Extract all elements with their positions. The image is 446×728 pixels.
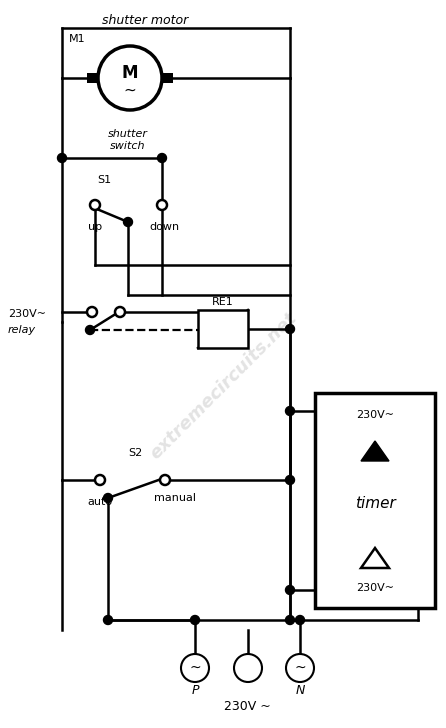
Text: M: M [122, 64, 138, 82]
Text: down: down [149, 222, 179, 232]
Text: timer: timer [355, 496, 395, 510]
Text: ~: ~ [294, 661, 306, 675]
Circle shape [115, 307, 125, 317]
Polygon shape [361, 441, 389, 461]
Circle shape [87, 307, 97, 317]
Circle shape [124, 218, 132, 226]
Text: ~: ~ [189, 661, 201, 675]
Bar [198, 310, 248, 348]
Circle shape [285, 585, 294, 595]
Circle shape [95, 475, 105, 485]
Text: P: P [191, 684, 199, 697]
Circle shape [86, 325, 95, 334]
Circle shape [181, 654, 209, 682]
Polygon shape [361, 548, 389, 568]
Text: relay: relay [8, 325, 36, 335]
Circle shape [157, 154, 166, 162]
Text: extremecircuits.net: extremecircuits.net [146, 309, 300, 463]
Bar [162, 73, 173, 83]
Text: auto: auto [87, 497, 112, 507]
Text: shutter motor: shutter motor [102, 14, 188, 27]
Text: RE1: RE1 [212, 297, 234, 307]
Circle shape [103, 494, 112, 502]
Text: shutter
switch: shutter switch [108, 129, 148, 151]
Circle shape [285, 615, 294, 625]
Circle shape [234, 654, 262, 682]
Text: 230V~: 230V~ [356, 410, 394, 420]
Circle shape [285, 325, 294, 333]
Text: 230V ~: 230V ~ [223, 700, 270, 713]
Circle shape [190, 615, 199, 625]
Circle shape [58, 154, 66, 162]
Text: S1: S1 [97, 175, 111, 185]
Text: M1: M1 [68, 34, 85, 44]
Circle shape [286, 654, 314, 682]
Circle shape [160, 475, 170, 485]
Text: N: N [295, 684, 305, 697]
Bar [87, 73, 98, 83]
Text: manual: manual [154, 493, 196, 503]
Circle shape [296, 615, 305, 625]
Circle shape [103, 615, 112, 625]
Circle shape [285, 475, 294, 485]
Circle shape [157, 200, 167, 210]
Bar [315, 393, 435, 608]
Circle shape [285, 406, 294, 416]
Text: ~: ~ [124, 82, 136, 98]
Text: 230V~: 230V~ [356, 583, 394, 593]
Text: up: up [88, 222, 102, 232]
Circle shape [98, 46, 162, 110]
Circle shape [90, 200, 100, 210]
Text: S2: S2 [128, 448, 142, 458]
Text: 230V~: 230V~ [8, 309, 46, 319]
